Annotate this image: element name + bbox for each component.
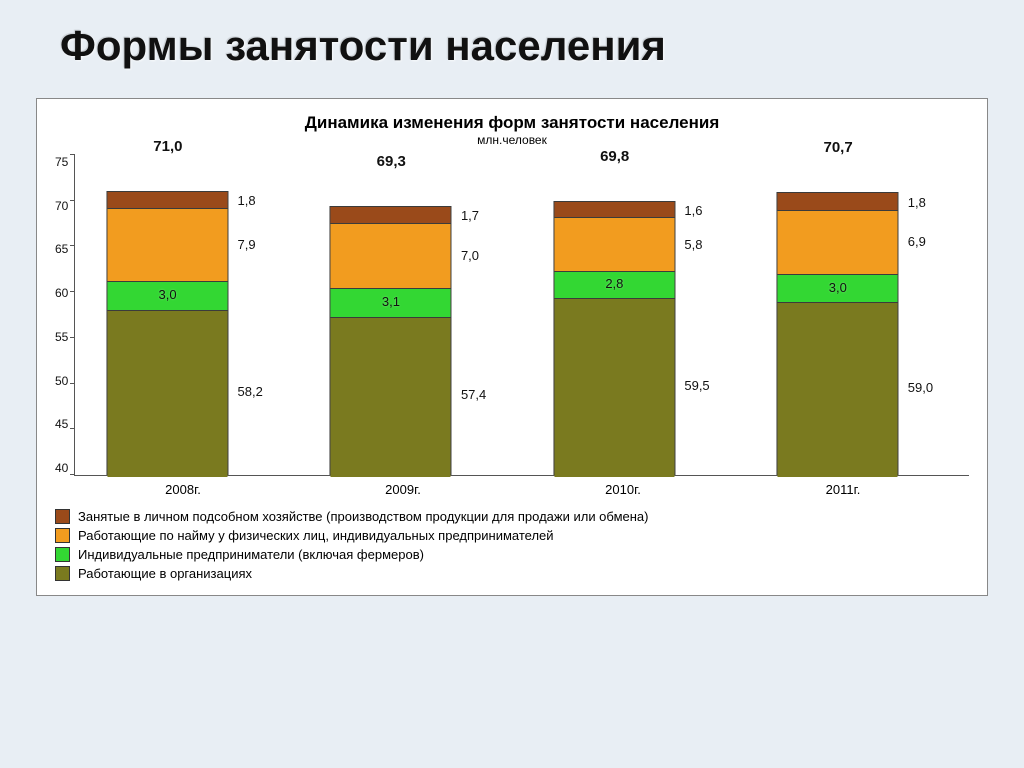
legend-swatch [55,547,70,562]
segment-label: 3,1 [382,294,400,309]
legend-label: Работающие в организациях [78,566,252,581]
segment-label: 59,5 [684,378,709,393]
bar-column: 71,058,23,07,91,8 [75,155,298,475]
bar-total-label: 71,0 [108,138,228,155]
y-tick-label: 70 [55,199,68,213]
slide-title: Формы занятости населения [60,22,964,70]
x-category-label: 2011г. [733,482,953,497]
bar-segment-lph [554,202,674,217]
segment-label: 58,2 [238,384,263,399]
segment-label: 1,8 [908,195,926,210]
legend-label: Работающие по найму у физических лиц, ин… [78,528,554,543]
legend-item: Работающие по найму у физических лиц, ин… [55,528,969,543]
chart-title: Динамика изменения форм занятости населе… [55,113,969,133]
segment-label: 7,9 [238,237,256,252]
legend-item: Занятые в личном подсобном хозяйстве (пр… [55,509,969,524]
bar-stack: 59,03,06,91,8 [777,192,899,475]
slide-title-band: Формы занятости населения [0,0,1024,92]
plot-wrap: 7570656055504540 71,058,23,07,91,869,357… [55,155,969,476]
bar-stack: 58,23,07,91,8 [107,191,229,476]
y-axis: 75 70 65 60 55 50 45 40 [55,155,74,475]
bar-segment-org [331,317,451,477]
y-tick-label: 65 [55,242,68,256]
x-category-label: 2008г. [73,482,293,497]
bar-column: 69,357,43,17,01,7 [299,155,522,475]
segment-label: 59,0 [908,380,933,395]
segment-label: 1,8 [238,193,256,208]
legend-item: Индивидуальные предприниматели (включая … [55,547,969,562]
bar-segment-org [108,310,228,477]
legend-swatch [55,509,70,524]
legend-swatch [55,528,70,543]
legend-label: Занятые в личном подсобном хозяйстве (пр… [78,509,648,524]
bar-segment-org [778,302,898,477]
bar-stack: 57,43,17,01,7 [330,206,452,475]
bar-total-label: 69,8 [555,148,675,165]
segment-label: 3,0 [159,287,177,302]
bar-column: 70,759,03,06,91,8 [746,155,969,475]
y-tick-label: 40 [55,461,68,475]
legend-item: Работающие в организациях [55,566,969,581]
bar-segment-naim [108,208,228,281]
bar-stack: 59,52,85,81,6 [553,201,675,475]
y-tick-label: 50 [55,374,68,388]
legend-swatch [55,566,70,581]
segment-label: 7,0 [461,248,479,263]
legend-label: Индивидуальные предприниматели (включая … [78,547,424,562]
segment-label: 57,4 [461,387,486,402]
bar-segment-lph [108,192,228,208]
bar-segment-naim [331,223,451,288]
bar-total-label: 69,3 [331,153,451,170]
chart-panel: Динамика изменения форм занятости населе… [36,98,988,596]
legend: Занятые в личном подсобном хозяйстве (пр… [55,509,969,581]
bar-column: 69,859,52,85,81,6 [522,155,745,475]
bar-segment-lph [331,207,451,223]
y-tick-label: 60 [55,286,68,300]
bar-segment-naim [778,210,898,274]
segment-label: 2,8 [605,276,623,291]
y-tick-label: 55 [55,330,68,344]
segment-label: 3,0 [829,280,847,295]
y-tick-label: 45 [55,417,68,431]
segment-label: 6,9 [908,234,926,249]
y-tick-label: 75 [55,155,68,169]
plot-area: 71,058,23,07,91,869,357,43,17,01,769,859… [74,155,969,476]
x-axis-labels: 2008г.2009г.2010г.2011г. [89,482,969,497]
segment-label: 5,8 [684,237,702,252]
segment-label: 1,6 [684,203,702,218]
bar-segment-org [554,298,674,477]
bar-segment-lph [778,193,898,209]
bar-total-label: 70,7 [778,139,898,156]
x-category-label: 2009г. [293,482,513,497]
x-category-label: 2010г. [513,482,733,497]
bar-segment-naim [554,217,674,271]
segment-label: 1,7 [461,208,479,223]
